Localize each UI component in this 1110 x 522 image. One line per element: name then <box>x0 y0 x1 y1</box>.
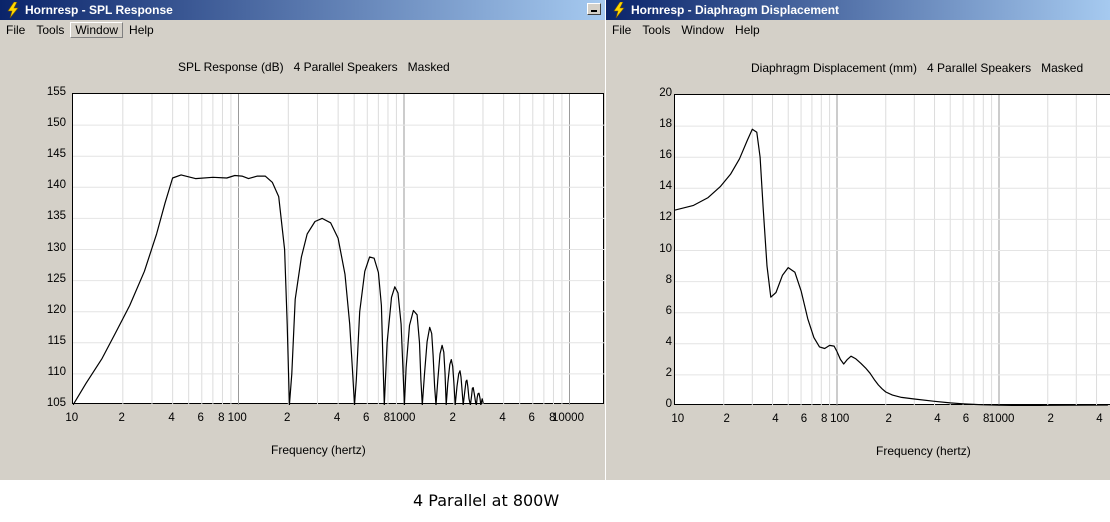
y-tick-label: 115 <box>47 334 66 347</box>
window-title: Hornresp - SPL Response <box>25 3 173 17</box>
displacement-chart <box>675 95 1110 406</box>
lightning-icon <box>613 2 625 18</box>
spl-x-axis-label: Frequency (hertz) <box>271 443 366 457</box>
x-tick-label: 4 <box>772 413 779 425</box>
displacement-window: Hornresp - Diaphragm Displacement File T… <box>606 0 1110 480</box>
window-title: Hornresp - Diaphragm Displacement <box>631 3 840 17</box>
x-tick-label: 4 <box>1096 413 1103 425</box>
x-tick-label: 2 <box>284 412 291 424</box>
x-tick-label: 4 <box>168 412 175 424</box>
menu-tools[interactable]: Tools <box>36 23 65 37</box>
y-tick-label: 12 <box>659 211 672 224</box>
menu-tools[interactable]: Tools <box>642 23 671 37</box>
minimize-button[interactable] <box>587 3 601 15</box>
y-tick-label: 125 <box>46 272 66 285</box>
x-tick-label: 100 <box>830 413 850 425</box>
y-tick-label: 110 <box>47 365 66 378</box>
y-tick-label: 16 <box>659 149 672 162</box>
y-tick-label: 0 <box>665 398 672 410</box>
spl-curve <box>73 174 484 405</box>
x-tick-label: 6 <box>528 412 535 424</box>
spl-menubar: File Tools Window Help <box>0 20 605 40</box>
spl-chart <box>73 94 605 405</box>
x-tick-label: 2 <box>1047 413 1054 425</box>
x-tick-label: 4 <box>934 413 941 425</box>
x-tick-label: 10000 <box>552 412 584 424</box>
x-tick-label: 10 <box>671 413 685 425</box>
x-tick-label: 2 <box>118 412 125 424</box>
y-tick-label: 18 <box>659 118 672 131</box>
x-tick-label: 4 <box>333 412 341 424</box>
y-tick-label: 105 <box>46 397 66 409</box>
y-tick-label: 120 <box>46 303 66 316</box>
spl-window: Hornresp - SPL Response File Tools Windo… <box>0 0 605 480</box>
displacement-plot-area <box>674 94 1110 406</box>
y-tick-label: 6 <box>665 304 672 317</box>
y-tick-label: 155 <box>46 86 66 98</box>
menu-file[interactable]: File <box>612 23 632 37</box>
x-tick-label: 6 <box>197 412 204 424</box>
x-tick-label: 2 <box>723 413 730 425</box>
menu-file[interactable]: File <box>6 23 26 37</box>
y-tick-label: 130 <box>46 241 66 254</box>
displacement-chart-title: Diaphragm Displacement (mm) 4 Parallel S… <box>751 61 1084 75</box>
y-tick-label: 14 <box>659 180 672 193</box>
y-tick-label: 8 <box>665 273 672 286</box>
x-tick-label: 10 <box>65 412 79 424</box>
x-tick-label: 8 <box>821 413 828 425</box>
displacement-menubar: File Tools Window Help <box>606 20 1110 40</box>
displacement-titlebar[interactable]: Hornresp - Diaphragm Displacement <box>606 0 1110 20</box>
x-tick-label: 8 <box>218 412 225 424</box>
y-tick-label: 4 <box>665 335 672 348</box>
spl-titlebar[interactable]: Hornresp - SPL Response <box>0 0 605 20</box>
y-tick-label: 2 <box>665 366 672 379</box>
x-tick-label: 8 <box>549 412 556 424</box>
displacement-x-axis-label: Frequency (hertz) <box>876 444 971 458</box>
x-tick-label: 2 <box>449 412 456 424</box>
spl-plot-area <box>72 93 605 405</box>
y-tick-label: 135 <box>46 210 66 223</box>
y-tick-label: 145 <box>46 148 66 161</box>
caption: 4 Parallel at 800W <box>413 491 560 510</box>
y-tick-label: 10 <box>659 242 672 255</box>
x-tick-label: 1000 <box>389 412 416 424</box>
x-tick-label: 2 <box>885 413 892 425</box>
x-tick-label: 6 <box>362 412 370 424</box>
x-tick-label: 6 <box>800 413 808 425</box>
x-tick-label: 4 <box>499 412 506 424</box>
menu-window[interactable]: Window <box>681 23 725 37</box>
y-tick-label: 140 <box>46 179 66 192</box>
spl-chart-title: SPL Response (dB) 4 Parallel Speakers Ma… <box>178 60 450 74</box>
menu-help[interactable]: Help <box>129 23 154 37</box>
x-tick-label: 8 <box>983 413 990 425</box>
displacement-curve <box>675 128 1108 406</box>
y-tick-label: 150 <box>46 117 66 130</box>
x-tick-label: 100 <box>227 412 247 424</box>
x-tick-label: 1000 <box>988 413 1015 425</box>
lightning-icon <box>7 2 19 18</box>
menu-help[interactable]: Help <box>735 23 760 37</box>
x-tick-label: 6 <box>962 413 970 425</box>
x-tick-label: 8 <box>383 412 391 424</box>
y-tick-label: 20 <box>659 87 672 99</box>
menu-window[interactable]: Window <box>70 22 124 38</box>
